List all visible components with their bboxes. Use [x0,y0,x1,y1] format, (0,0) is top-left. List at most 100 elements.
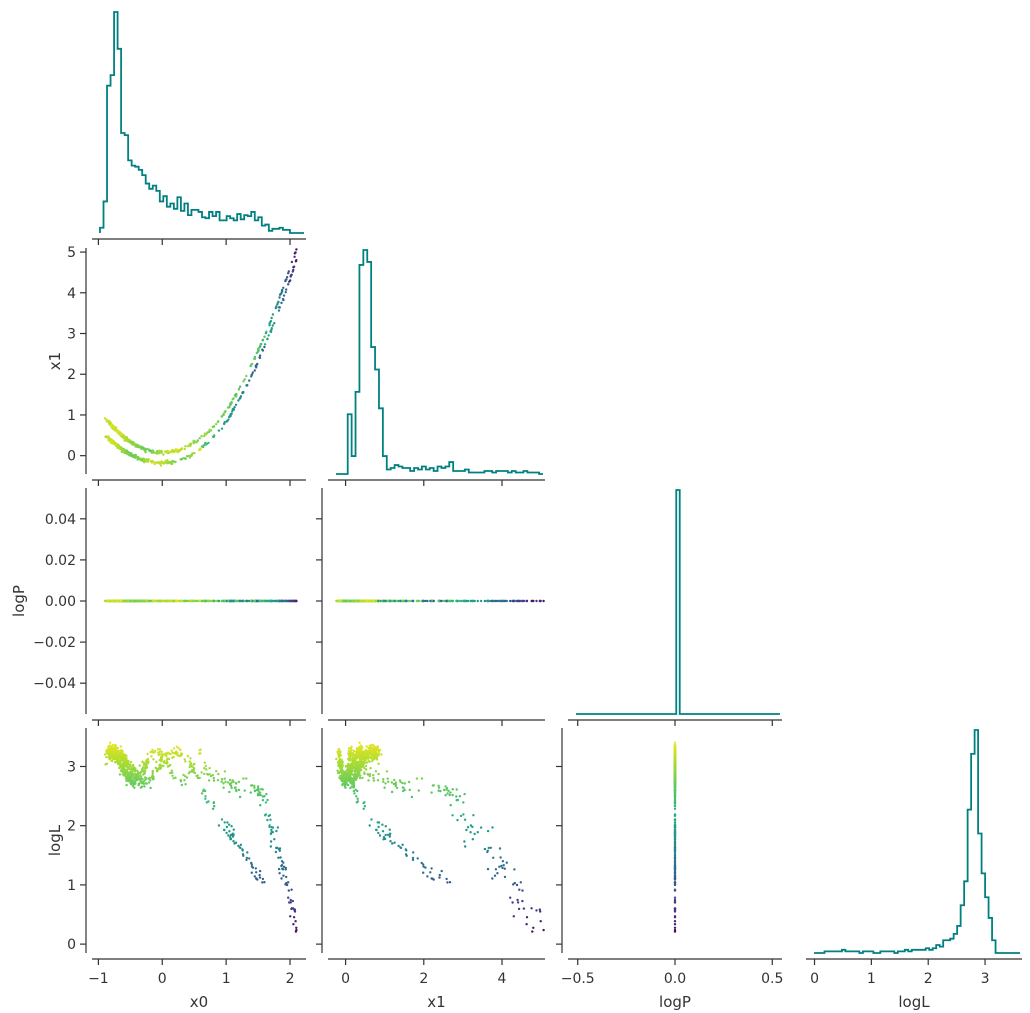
scatter-point [417,599,420,603]
scatter-point [127,599,130,603]
scatter-point [390,781,393,784]
scatter-point [275,599,278,603]
scatter-point [237,388,241,391]
scatter-point [401,781,404,785]
scatter-point [356,797,359,800]
scatter-point [131,774,134,777]
scatter-point [370,599,373,603]
scatter-point [129,783,133,786]
scatter-point [202,444,205,447]
scatter-point [131,443,134,446]
scatter-point [525,923,528,926]
scatter-point [204,797,207,800]
scatter-point [180,599,183,603]
scatter-point [364,764,368,768]
scatter-point [363,758,366,761]
scatter-point [347,757,350,761]
scatter-point [188,456,192,459]
scatter-point [348,779,351,782]
scatter-point [192,441,196,445]
scatter-point [350,745,353,748]
scatter-point [502,864,505,867]
scatter-point [109,748,113,751]
scatter-point [153,461,157,465]
scatter-point [291,899,294,903]
scatter-point [123,439,126,442]
scatter-point [424,599,427,603]
scatter-point [150,755,153,758]
scatter-point [149,449,152,452]
scatter-point [145,764,148,767]
scatter-point [349,781,352,784]
scatter-point [196,776,200,780]
scatter-point [151,599,154,603]
scatter-point [357,753,360,756]
scatter-point [269,320,273,323]
scatter-point [346,771,349,775]
scatter-point [239,843,243,846]
scatter-point [401,786,405,789]
scatter-point [340,771,344,775]
y-tick-label: 2 [67,367,76,383]
scatter-logL-vs-logP [673,741,677,933]
scatter-point [171,774,174,777]
scatter-point [422,865,425,868]
scatter-point [229,412,233,416]
scatter-point [232,840,235,843]
scatter-point [121,768,125,771]
scatter-point [261,599,265,603]
scatter-point [339,764,342,767]
scatter-point [293,599,296,603]
scatter-point [673,853,677,856]
scatter-point [203,772,206,776]
scatter-point [180,753,183,756]
scatter-point [250,784,253,787]
scatter-point [107,438,110,441]
scatter-point [503,599,507,603]
x-axis-title: x1 [427,993,445,1011]
scatter-point [338,757,342,761]
scatter-point [395,599,399,603]
scatter-point [111,750,115,753]
scatter-point [371,759,374,763]
scatter-point [287,283,290,286]
scatter-point [192,599,196,603]
scatter-point [359,774,362,777]
scatter-point [161,755,164,758]
scatter-point [257,787,260,790]
scatter-point [133,456,137,459]
scatter-point [429,599,432,603]
scatter-point [237,844,240,848]
scatter-point [231,599,234,603]
scatter-point [151,459,154,463]
scatter-point [415,599,419,603]
scatter-point [469,831,472,834]
scatter-point [462,801,465,804]
scatter-point [358,741,361,744]
scatter-point [404,853,408,856]
scatter-point [535,599,538,603]
scatter-point [190,454,193,457]
scatter-point [125,765,128,768]
scatter-point [372,774,375,777]
scatter-point [360,758,363,761]
scatter-point [142,761,145,765]
scatter-point [486,599,490,603]
scatter-point [378,748,382,752]
scatter-point [263,343,267,346]
scatter-point [375,758,379,761]
scatter-point [367,779,370,782]
y-tick-label: −0.04 [33,676,76,692]
scatter-point [234,781,238,785]
scatter-point [377,825,380,829]
scatter-point [112,758,115,761]
scatter-point [231,832,234,835]
scatter-point [122,435,126,438]
scatter-point [451,814,454,817]
scatter-point [486,829,490,833]
scatter-point [115,443,118,446]
scatter-point [103,753,107,756]
scatter-point [160,451,163,455]
scatter-point [263,881,266,884]
scatter-point [225,825,229,829]
